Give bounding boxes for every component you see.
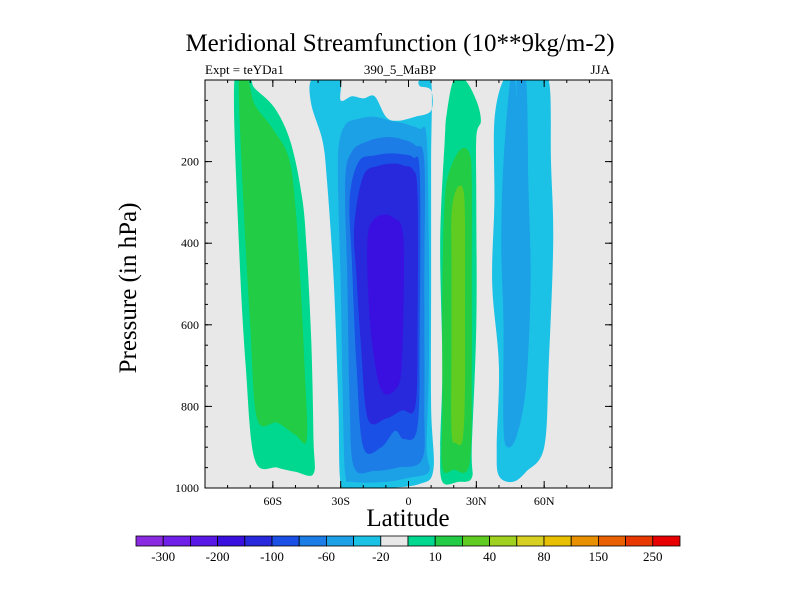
colorbar-label: 40 xyxy=(483,549,496,564)
colorbar-box xyxy=(516,535,545,547)
y-tick-label: 600 xyxy=(181,318,199,332)
y-tick-label: 200 xyxy=(181,155,199,169)
colorbar-label: -60 xyxy=(318,549,335,564)
colorbar-label: -100 xyxy=(260,549,284,564)
colorbar-label: 150 xyxy=(589,549,609,564)
colorbar-label: 10 xyxy=(429,549,442,564)
colorbar-box xyxy=(543,535,572,547)
colorbar-label: -300 xyxy=(151,549,175,564)
colorbar-box xyxy=(625,535,654,547)
colorbar-box xyxy=(489,535,518,547)
x-tick-label: 30N xyxy=(466,494,487,508)
period-label: 390_5_MaBP xyxy=(363,62,437,77)
y-tick-label: 800 xyxy=(181,399,199,413)
colorbar-box xyxy=(353,535,382,547)
colorbar-box xyxy=(598,535,627,547)
colorbar-box xyxy=(135,535,164,547)
contour-sh-ferrel-inner xyxy=(238,80,308,444)
season-label: JJA xyxy=(590,62,610,77)
colorbar-box xyxy=(570,535,599,547)
x-tick-label: 30S xyxy=(331,494,350,508)
colorbar-box xyxy=(652,535,681,547)
colorbar-box xyxy=(298,535,327,547)
contour-nh-cell-40 xyxy=(451,185,466,446)
y-tick-label: 400 xyxy=(181,236,199,250)
colorbar-box xyxy=(189,535,218,547)
axis-ticks: 60S 30S 0 30N 60N 200 400 600 800 1000 xyxy=(175,80,613,508)
chart-title: Meridional Streamfunction (10**9kg/m-2) xyxy=(185,30,615,57)
colorbar-label: 250 xyxy=(643,549,663,564)
y-tick-label: 1000 xyxy=(175,481,199,495)
colorbar-box xyxy=(380,535,409,547)
colorbar-box xyxy=(162,535,191,547)
colorbar-label: -20 xyxy=(372,549,389,564)
contour-regions xyxy=(233,80,554,488)
colorbar-label: -200 xyxy=(206,549,230,564)
colorbar-box xyxy=(271,535,300,547)
contour-nh-ferrel-m20 xyxy=(501,80,531,448)
colorbar-box xyxy=(407,535,436,547)
colorbar-box xyxy=(244,535,273,547)
x-axis-label: Latitude xyxy=(366,505,450,532)
colorbar-box xyxy=(325,535,354,547)
colorbar-box xyxy=(434,535,463,547)
experiment-label: Expt = teYDa1 xyxy=(205,62,284,77)
colorbar-box xyxy=(217,535,246,547)
colorbar-label: 80 xyxy=(538,549,551,564)
x-tick-label: 60N xyxy=(534,494,555,508)
x-tick-label: 60S xyxy=(263,494,282,508)
x-tick-label: 0 xyxy=(406,494,412,508)
colorbar: -300 -200 -100 -60 -20 10 40 80 150 250 xyxy=(135,535,681,564)
contour-hadley-m200 xyxy=(367,214,404,395)
colorbar-box xyxy=(461,535,490,547)
